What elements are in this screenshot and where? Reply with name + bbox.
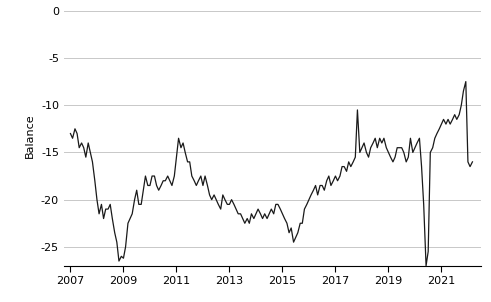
Y-axis label: Balance: Balance: [26, 114, 35, 158]
